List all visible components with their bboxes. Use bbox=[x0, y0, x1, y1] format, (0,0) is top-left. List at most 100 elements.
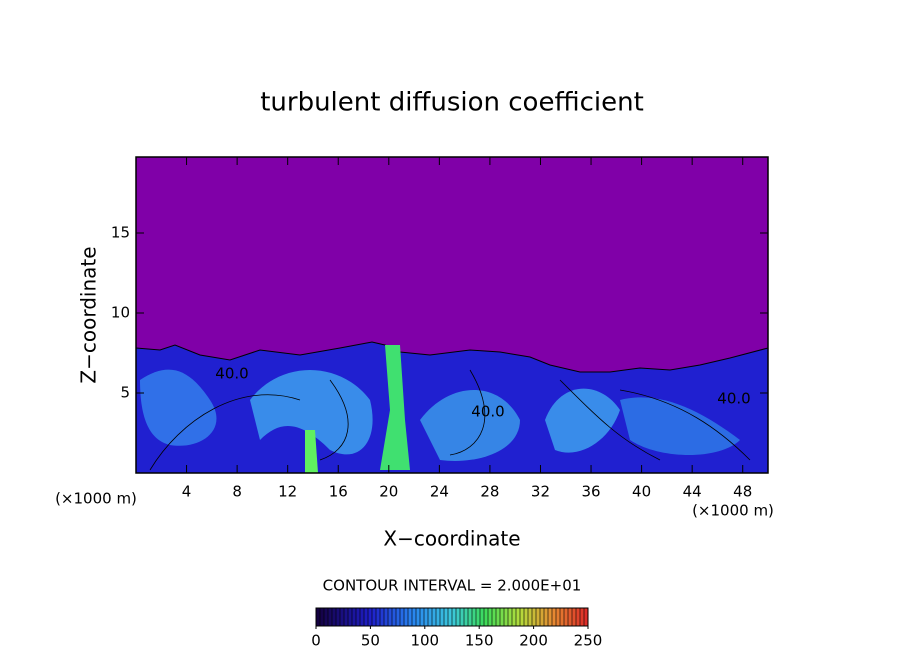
colorbar-tick-label: 200 bbox=[519, 632, 548, 650]
colorbar-cell bbox=[580, 608, 585, 626]
colorbar-tick-label: 100 bbox=[410, 632, 439, 650]
colorbar-cell bbox=[536, 608, 541, 626]
colorbar-cell bbox=[384, 608, 389, 626]
colorbar-cell bbox=[428, 608, 433, 626]
colorbar-cell bbox=[464, 608, 469, 626]
colorbar-cell bbox=[560, 608, 565, 626]
contour-label: 40.0 bbox=[215, 365, 248, 383]
colorbar-cell bbox=[476, 608, 481, 626]
colorbar: 0 50 100 150 200 250 bbox=[311, 607, 603, 650]
contour-interval: CONTOUR INTERVAL = 2.000E+01 bbox=[323, 577, 582, 595]
colorbar-cell bbox=[376, 608, 381, 626]
colorbar-cell bbox=[576, 608, 581, 626]
colorbar-cell bbox=[532, 608, 537, 626]
y-tick-label: 10 bbox=[111, 304, 130, 322]
colorbar-cell bbox=[416, 608, 421, 626]
colorbar-cell bbox=[392, 608, 397, 626]
colorbar-cell bbox=[468, 608, 473, 626]
colorbar-cell bbox=[360, 608, 365, 626]
colorbar-cell bbox=[540, 608, 545, 626]
colorbar-cell bbox=[552, 608, 557, 626]
x-tick-label: 20 bbox=[379, 483, 398, 501]
colorbar-cell bbox=[452, 608, 457, 626]
colorbar-cell bbox=[568, 608, 573, 626]
contour-label: 40.0 bbox=[471, 403, 504, 421]
colorbar-cell bbox=[584, 608, 589, 626]
x-tick-label: 40 bbox=[632, 483, 651, 501]
colorbar-cell bbox=[344, 608, 349, 626]
x-tick-label: 44 bbox=[683, 483, 702, 501]
colorbar-cell bbox=[320, 608, 325, 626]
colorbar-cell bbox=[460, 608, 465, 626]
colorbar-cell bbox=[524, 608, 529, 626]
colorbar-cell bbox=[356, 608, 361, 626]
colorbar-cell bbox=[436, 608, 441, 626]
colorbar-cell bbox=[408, 608, 413, 626]
colorbar-cell bbox=[424, 608, 429, 626]
x-tick-label: 24 bbox=[430, 483, 449, 501]
colorbar-tick-label: 50 bbox=[361, 632, 380, 650]
x-tick-label: 32 bbox=[531, 483, 550, 501]
colorbar-cell bbox=[504, 608, 509, 626]
x-tick-label: 8 bbox=[232, 483, 242, 501]
colorbar-cell bbox=[572, 608, 577, 626]
colorbar-tick-label: 250 bbox=[574, 632, 603, 650]
colorbar-cell bbox=[380, 608, 385, 626]
colorbar-cell bbox=[492, 608, 497, 626]
colorbar-cell bbox=[500, 608, 505, 626]
colorbar-cell bbox=[368, 608, 373, 626]
colorbar-cell bbox=[400, 608, 405, 626]
colorbar-cell bbox=[352, 608, 357, 626]
colorbar-tick-label: 150 bbox=[465, 632, 494, 650]
colorbar-cell bbox=[512, 608, 517, 626]
colorbar-cell bbox=[456, 608, 461, 626]
colorbar-cell bbox=[328, 608, 333, 626]
colorbar-cell bbox=[544, 608, 549, 626]
plot-frame bbox=[135, 156, 769, 474]
colorbar-cell bbox=[324, 608, 329, 626]
colorbar-cell bbox=[516, 608, 521, 626]
colorbar-cell bbox=[480, 608, 485, 626]
colorbar-cell bbox=[340, 608, 345, 626]
x-tick-label: 48 bbox=[733, 483, 752, 501]
colorbar-cell bbox=[488, 608, 493, 626]
y-tick-label: 15 bbox=[111, 224, 130, 242]
colorbar-cell bbox=[412, 608, 417, 626]
colorbar-cell bbox=[448, 608, 453, 626]
x-tick-label: 12 bbox=[278, 483, 297, 501]
colorbar-cell bbox=[372, 608, 377, 626]
colorbar-frame bbox=[315, 607, 589, 627]
colorbar-cell bbox=[364, 608, 369, 626]
y-axis-label: Z−coordinate bbox=[77, 246, 101, 383]
x-tick-label: 36 bbox=[581, 483, 600, 501]
contour-field bbox=[136, 157, 768, 473]
x-unit-label: (×1000 m) bbox=[55, 490, 137, 508]
colorbar-cell bbox=[548, 608, 553, 626]
y-tick-label: 5 bbox=[120, 384, 130, 402]
colorbar-cell bbox=[484, 608, 489, 626]
x-tick-label: 4 bbox=[182, 483, 192, 501]
colorbar-cell bbox=[316, 608, 321, 626]
colorbar-cell bbox=[440, 608, 445, 626]
contour-label: 40.0 bbox=[717, 390, 750, 408]
colorbar-cell bbox=[564, 608, 569, 626]
x-unit-label: (×1000 m) bbox=[692, 502, 774, 520]
colorbar-cell bbox=[528, 608, 533, 626]
colorbar-cell bbox=[332, 608, 337, 626]
colorbar-cell bbox=[432, 608, 437, 626]
colorbar-cell bbox=[508, 608, 513, 626]
colorbar-cell bbox=[396, 608, 401, 626]
colorbar-cell bbox=[472, 608, 477, 626]
colorbar-cell bbox=[520, 608, 525, 626]
colorbar-cell bbox=[404, 608, 409, 626]
x-tick-label: 16 bbox=[329, 483, 348, 501]
colorbar-tick-label: 0 bbox=[311, 632, 321, 650]
x-axis-label: X−coordinate bbox=[383, 527, 520, 551]
chart-title: turbulent diffusion coefficient bbox=[260, 88, 644, 118]
colorbar-cell bbox=[388, 608, 393, 626]
colorbar-cell bbox=[336, 608, 341, 626]
colorbar-cell bbox=[496, 608, 501, 626]
colorbar-cell bbox=[420, 608, 425, 626]
colorbar-cell bbox=[556, 608, 561, 626]
